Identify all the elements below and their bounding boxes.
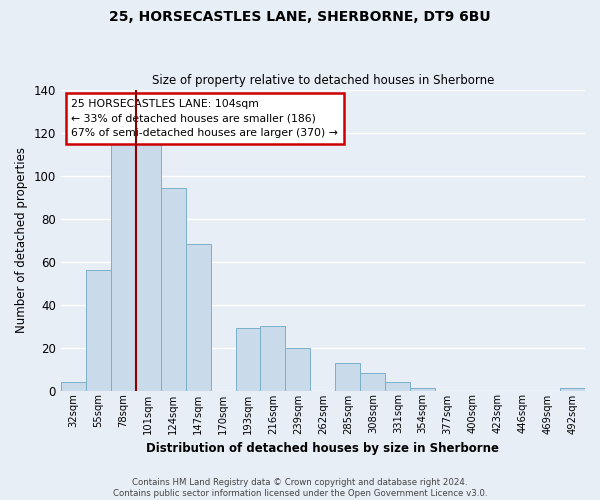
Bar: [236, 328, 260, 390]
Bar: [385, 382, 410, 390]
Bar: [86, 270, 111, 390]
Title: Size of property relative to detached houses in Sherborne: Size of property relative to detached ho…: [152, 74, 494, 87]
Bar: [136, 141, 161, 390]
Y-axis label: Number of detached properties: Number of detached properties: [15, 147, 28, 333]
Bar: [335, 362, 361, 390]
Bar: [161, 188, 185, 390]
X-axis label: Distribution of detached houses by size in Sherborne: Distribution of detached houses by size …: [146, 442, 499, 455]
Bar: [185, 244, 211, 390]
Text: Contains HM Land Registry data © Crown copyright and database right 2024.
Contai: Contains HM Land Registry data © Crown c…: [113, 478, 487, 498]
Text: 25 HORSECASTLES LANE: 104sqm
← 33% of detached houses are smaller (186)
67% of s: 25 HORSECASTLES LANE: 104sqm ← 33% of de…: [71, 98, 338, 138]
Bar: [410, 388, 435, 390]
Bar: [361, 374, 385, 390]
Bar: [61, 382, 86, 390]
Bar: [111, 144, 136, 390]
Bar: [560, 388, 585, 390]
Bar: [286, 348, 310, 391]
Bar: [260, 326, 286, 390]
Text: 25, HORSECASTLES LANE, SHERBORNE, DT9 6BU: 25, HORSECASTLES LANE, SHERBORNE, DT9 6B…: [109, 10, 491, 24]
